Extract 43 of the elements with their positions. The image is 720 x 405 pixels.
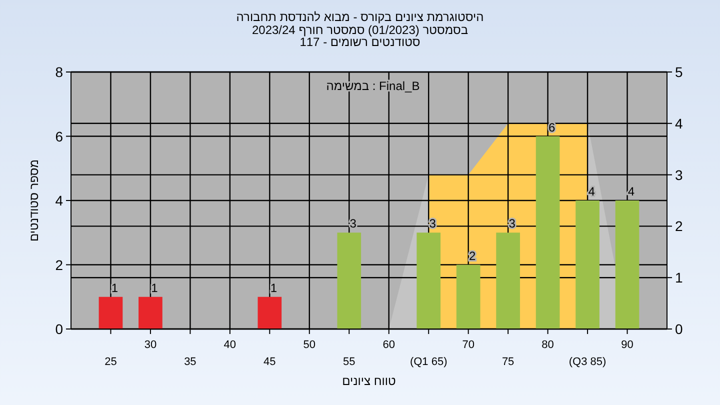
y2-tick-label: 2 [675, 218, 683, 234]
y2-tick-label: 3 [675, 166, 683, 183]
data-label: 1 [151, 280, 158, 295]
x-tick-label: 30 [144, 339, 157, 351]
bar [258, 296, 282, 329]
y-tick-label: 4 [55, 192, 64, 208]
x2-tick-label: 35 [184, 356, 196, 368]
x2-tick-label: 45 [264, 356, 276, 368]
x2-tick-label: 75 [502, 356, 514, 368]
bar [416, 232, 441, 329]
y2-tick-label: 5 [675, 64, 683, 80]
data-label: 2 [468, 248, 476, 263]
bar [496, 232, 520, 329]
x-tick-label: 90 [621, 339, 634, 351]
y-tick-label: 0 [55, 321, 64, 337]
chart-title: היסטוגרמת ציונים בקורס - מבוא להנדסת תחבורה [236, 10, 484, 24]
x-tick-label: 50 [303, 339, 316, 351]
chart-subtitle: בסמסטר (01/2023) סמסטר חורף 2023/24 סטודנטים רשומים - 117 [252, 23, 468, 49]
y2-tick-label: 1 [675, 270, 683, 286]
bar [456, 264, 480, 329]
x2-tick-label: (Q3 85) [568, 356, 606, 368]
bar [337, 232, 362, 329]
data-label: 4 [588, 184, 596, 198]
y-axis-title: מספר סטודנטים [27, 159, 41, 242]
y-tick-label: 6 [55, 128, 64, 144]
y-tick-label: 8 [55, 64, 64, 80]
bar [536, 136, 560, 329]
y2-tick-label: 4 [675, 115, 683, 132]
data-label: 1 [270, 280, 278, 295]
x2-tick-label: 55 [343, 356, 356, 368]
x-tick-label: 70 [462, 339, 474, 351]
x-tick-label: 60 [382, 339, 395, 351]
y2-tick-label: 0 [675, 321, 683, 337]
x-tick-label: 80 [542, 339, 554, 351]
x2-tick-label: 25 [104, 356, 117, 368]
x-tick-label: 40 [224, 339, 236, 351]
y-tick-label: 2 [55, 256, 64, 273]
bar [98, 296, 123, 329]
data-label: 1 [111, 280, 118, 295]
x2-tick-label: (Q1 65) [410, 356, 448, 368]
data-label: 4 [628, 184, 635, 198]
bar [138, 296, 162, 329]
x-axis-title: טווח ציונים [342, 374, 396, 388]
